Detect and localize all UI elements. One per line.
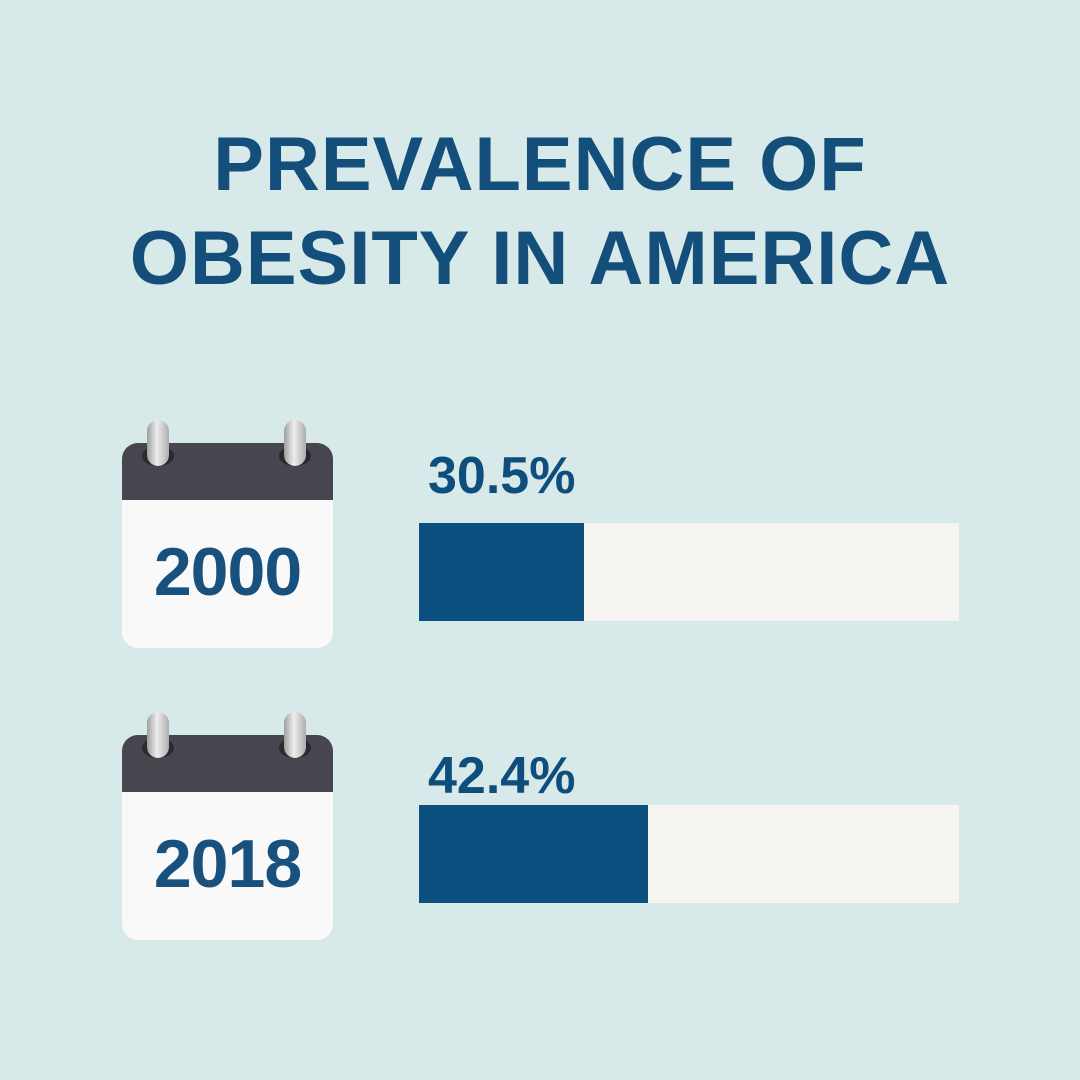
- calendar-icon-2018: 2018: [122, 712, 333, 940]
- page-title-line1: PREVALENCE OF: [213, 122, 867, 207]
- calendar-ring-icon: [147, 712, 169, 758]
- calendar-year-label: 2000: [153, 534, 302, 610]
- bar-track-2000: [419, 523, 959, 621]
- calendar-body: 2000: [122, 443, 333, 648]
- bar-fill-2018: [419, 805, 648, 903]
- bar-value-label-2018: 42.4%: [428, 747, 576, 805]
- calendar-body: 2018: [122, 735, 333, 940]
- calendar-year-label: 2018: [153, 826, 302, 902]
- page-title: PREVALENCE OF OBESITY IN AMERICA: [0, 118, 1080, 306]
- calendar-ring-icon: [147, 420, 169, 466]
- calendar-ring-icon: [284, 712, 306, 758]
- bar-fill-2000: [419, 523, 584, 621]
- bar-value-label-2000: 30.5%: [428, 447, 576, 505]
- calendar-icon-2000: 2000: [122, 420, 333, 648]
- calendar-ring-icon: [284, 420, 306, 466]
- bar-track-2018: [419, 805, 959, 903]
- page-title-line2: OBESITY IN AMERICA: [129, 216, 951, 301]
